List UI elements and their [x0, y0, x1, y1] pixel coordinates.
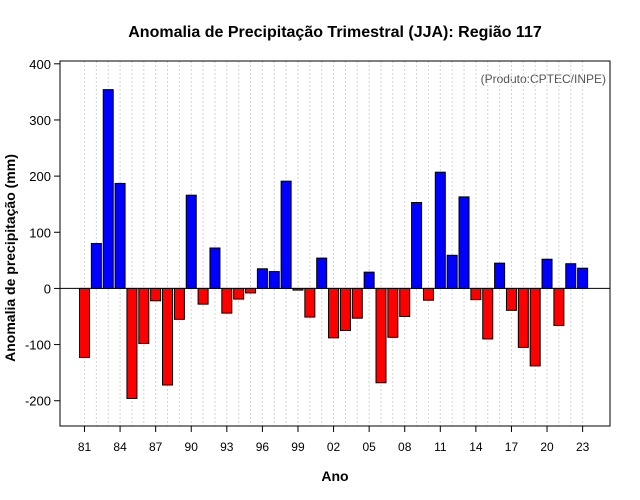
bar-2022 [565, 263, 577, 289]
x-tick-label: 90 [185, 440, 199, 454]
bar-2010 [422, 287, 434, 301]
bar-2001 [316, 257, 328, 289]
bar-2016 [494, 262, 506, 289]
bar-2018 [517, 287, 529, 348]
bar-1988 [162, 287, 174, 386]
x-tick-label: 20 [540, 440, 554, 454]
bar-1999 [292, 287, 304, 291]
x-tick-label: 99 [291, 440, 305, 454]
x-tick-label: 87 [149, 440, 163, 454]
x-tick-label: 96 [256, 440, 270, 454]
plot-frame [59, 60, 611, 427]
bar-1998 [280, 180, 292, 289]
grid [84, 61, 584, 426]
x-tick-label: 05 [362, 440, 376, 454]
bar-1994 [233, 287, 245, 300]
bar-2006 [375, 287, 387, 384]
y-tick-label: 200 [29, 169, 51, 184]
bar-2015 [482, 287, 494, 340]
bar-1981 [79, 287, 90, 358]
chart-title: Anomalia de Precipitação Trimestral (JJA… [128, 24, 542, 41]
x-tick-label: 93 [220, 440, 234, 454]
y-tick-label: 100 [29, 225, 51, 240]
bar-2007 [387, 287, 399, 338]
bar-2002 [328, 287, 340, 339]
y-tick-label: 300 [29, 113, 51, 128]
x-tick-label: 02 [327, 440, 341, 454]
bar-1990 [185, 194, 197, 289]
x-tick-label: 84 [113, 440, 127, 454]
bar-2004 [351, 287, 363, 319]
y-tick-label: 0 [44, 281, 51, 296]
bars [79, 89, 589, 399]
x-tick-label: 14 [469, 440, 483, 454]
bar-1997 [268, 271, 280, 289]
bar-2023 [577, 267, 589, 289]
x-tick-label: 23 [576, 440, 590, 454]
bar-1986 [138, 287, 150, 344]
bar-1993 [221, 287, 233, 314]
bar-2017 [505, 287, 517, 311]
chart-credit: (Produto:CPTEC/INPE) [481, 72, 606, 86]
bar-2008 [399, 287, 411, 317]
bar-2000 [304, 287, 316, 318]
bar-2003 [339, 287, 351, 332]
bar-1983 [102, 89, 114, 289]
bar-2019 [529, 287, 541, 367]
y-tick-label: -100 [25, 338, 51, 353]
x-tick-label: 11 [434, 440, 447, 454]
bar-2009 [411, 202, 423, 289]
axes: -200 -100 0 100 200 300 400 81 84 87 90 93 96 99 02 05 0… [25, 57, 590, 454]
x-axis-label: Ano [321, 468, 348, 484]
bar-2020 [541, 258, 553, 289]
bar-1987 [150, 287, 162, 302]
y-axis-label: Anomalia de precipitação (mm) [2, 154, 18, 362]
bar-1985 [126, 287, 138, 399]
bar-1995 [245, 287, 257, 294]
bar-1996 [256, 268, 268, 289]
bar-1992 [209, 247, 221, 289]
bar-1989 [173, 287, 185, 320]
bar-1991 [197, 287, 209, 305]
bar-2014 [470, 287, 482, 301]
y-tick-label: -200 [25, 394, 51, 409]
bar-2021 [553, 287, 565, 326]
x-tick-label: 81 [78, 440, 92, 454]
bar-2005 [363, 271, 375, 289]
x-tick-label: 17 [505, 440, 519, 454]
y-tick-label: 400 [29, 57, 51, 72]
bar-2013 [458, 196, 470, 289]
bar-2012 [446, 254, 458, 289]
bar-1984 [114, 182, 126, 289]
bar-1982 [90, 243, 102, 289]
x-tick-label: 08 [398, 440, 412, 454]
bar-2011 [434, 171, 446, 289]
